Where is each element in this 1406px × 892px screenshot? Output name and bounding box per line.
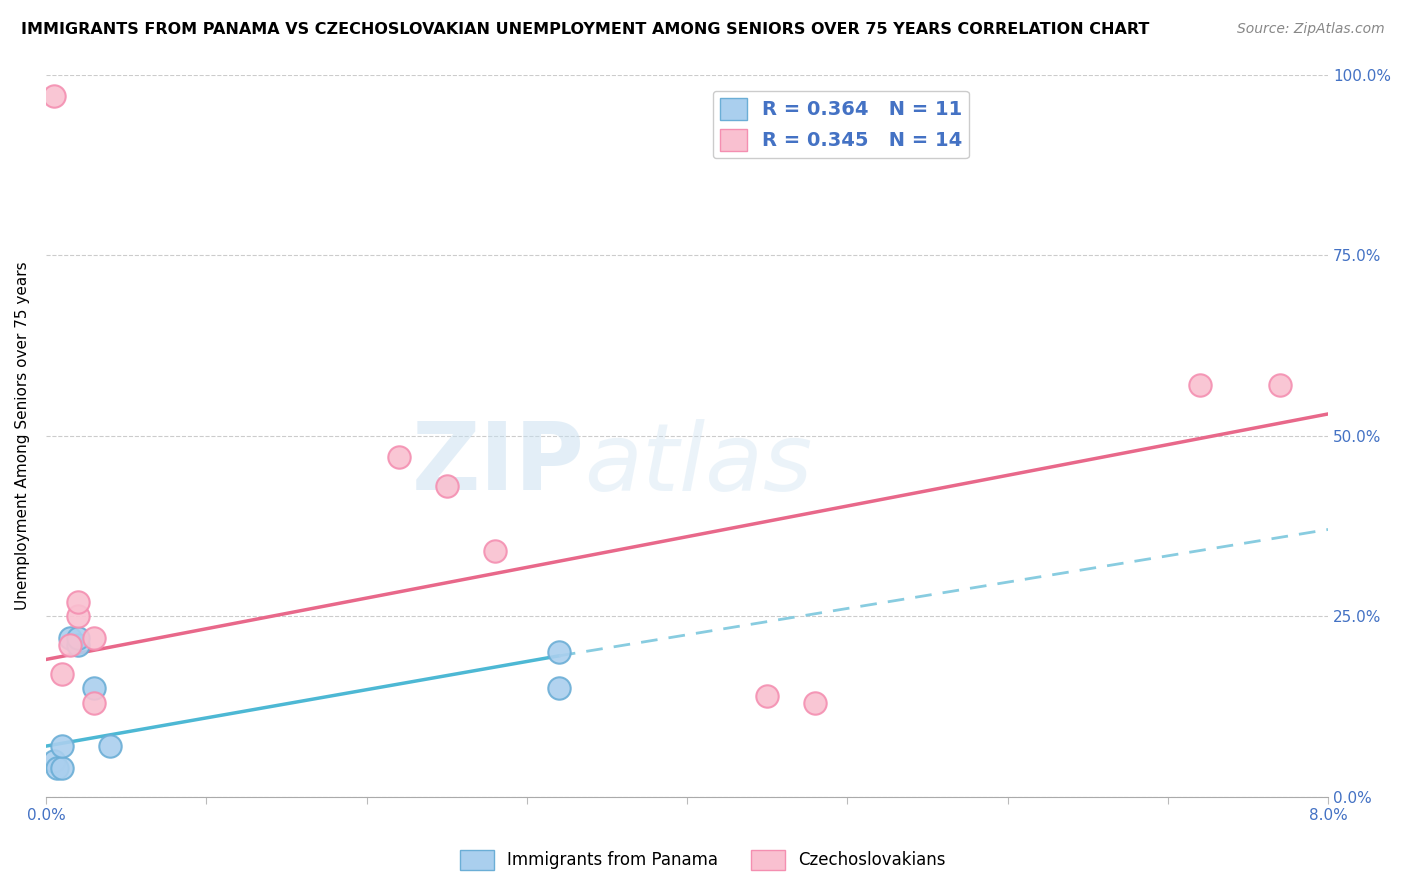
Point: [42, 89, 65, 103]
Point: [547, 645, 569, 659]
Point: [484, 544, 506, 558]
Text: Source: ZipAtlas.com: Source: ZipAtlas.com: [1237, 22, 1385, 37]
Text: atlas: atlas: [585, 419, 813, 510]
Point: [547, 681, 569, 696]
Point: [66, 631, 89, 645]
Point: [59, 638, 82, 652]
Point: [83, 631, 105, 645]
Text: ZIP: ZIP: [412, 418, 585, 510]
Point: [387, 450, 409, 465]
Legend: R = 0.364   N = 11, R = 0.345   N = 14: R = 0.364 N = 11, R = 0.345 N = 14: [713, 91, 969, 158]
Point: [804, 696, 827, 710]
Point: [98, 739, 121, 753]
Point: [66, 638, 89, 652]
Point: [51, 761, 73, 775]
Point: [66, 609, 89, 624]
Point: [51, 739, 73, 753]
Point: [51, 667, 73, 681]
Point: [66, 595, 89, 609]
Point: [83, 696, 105, 710]
Point: [756, 689, 779, 703]
Point: [42, 754, 65, 768]
Legend: Immigrants from Panama, Czechoslovakians: Immigrants from Panama, Czechoslovakians: [454, 843, 952, 877]
Point: [436, 479, 458, 493]
Point: [1268, 378, 1291, 392]
Point: [46, 761, 69, 775]
Point: [83, 681, 105, 696]
Text: IMMIGRANTS FROM PANAMA VS CZECHOSLOVAKIAN UNEMPLOYMENT AMONG SENIORS OVER 75 YEA: IMMIGRANTS FROM PANAMA VS CZECHOSLOVAKIA…: [21, 22, 1150, 37]
Point: [1188, 378, 1211, 392]
Point: [59, 631, 82, 645]
Y-axis label: Unemployment Among Seniors over 75 years: Unemployment Among Seniors over 75 years: [15, 261, 30, 610]
